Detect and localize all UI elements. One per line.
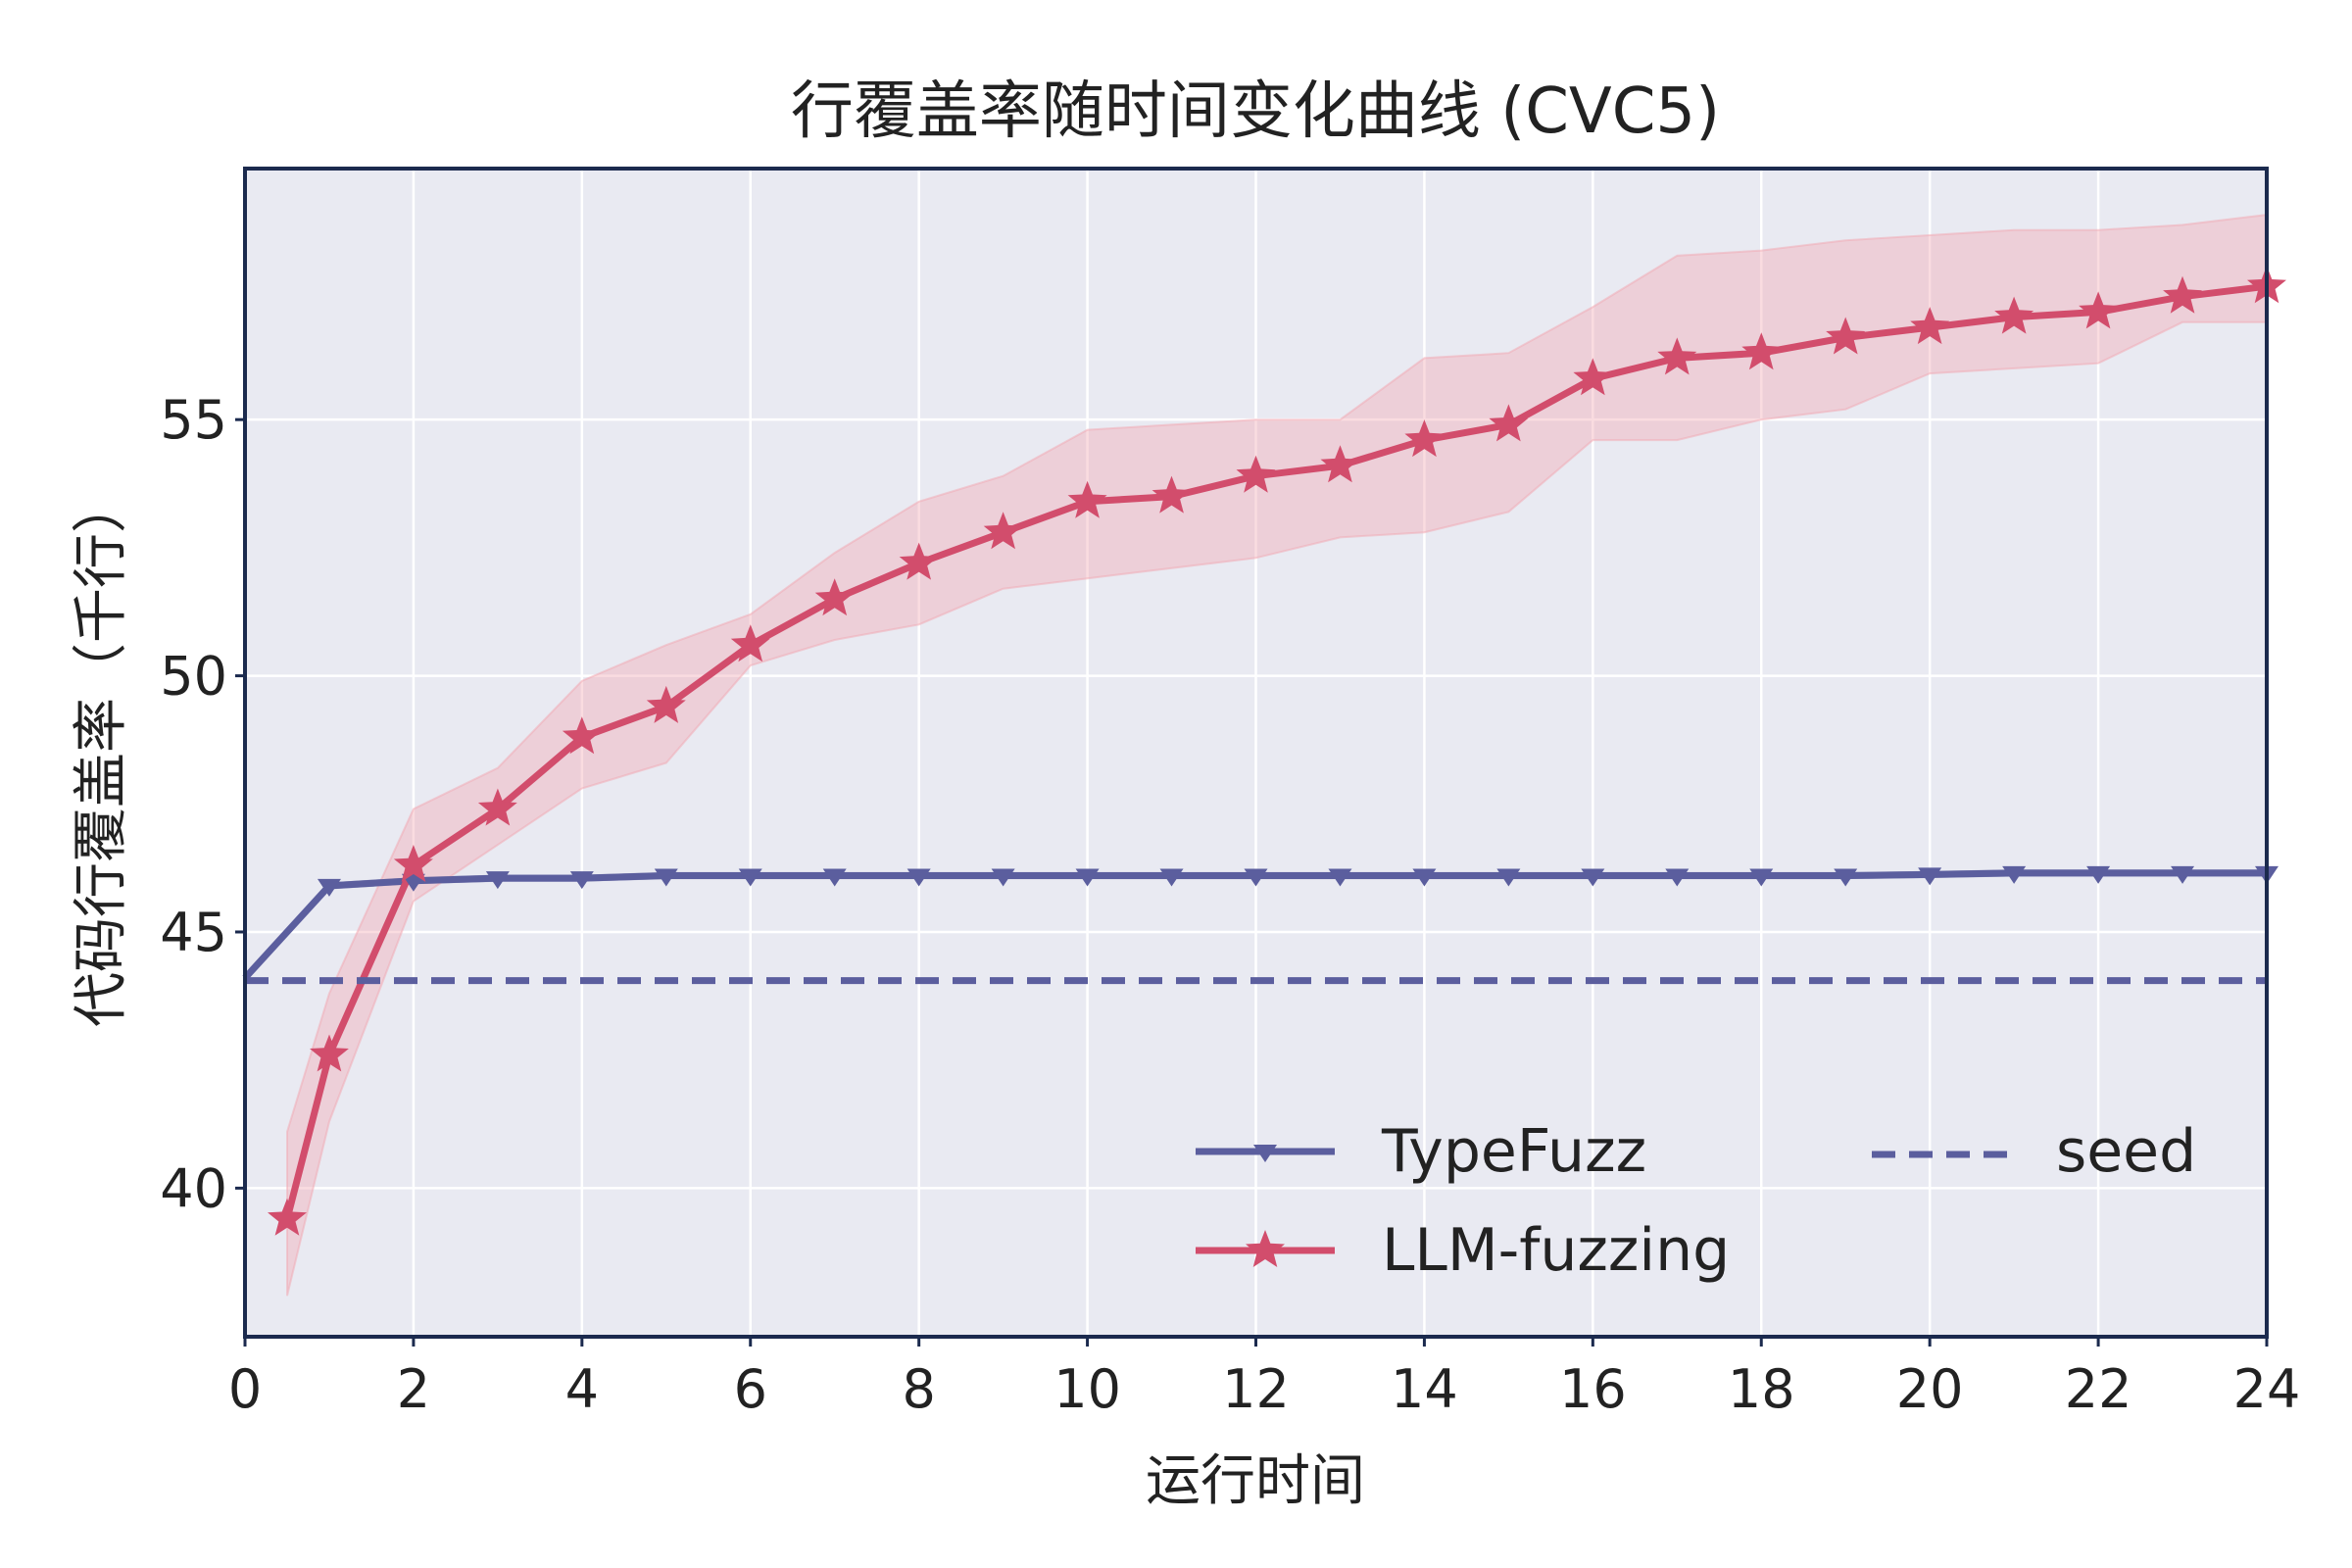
x-tick-label: 12: [1222, 1358, 1290, 1420]
legend: TypeFuzz LLM-fuzzing seed: [1196, 1117, 2196, 1285]
data-point-llm-fuzzing: [268, 1198, 307, 1236]
data-point-llm-fuzzing: [1994, 296, 2034, 334]
legend-triangle-marker: [1253, 1145, 1277, 1162]
data-point-llm-fuzzing: [730, 624, 770, 662]
data-point-llm-fuzzing: [1657, 337, 1697, 375]
data-point-typefuzz: [1075, 868, 1100, 887]
data-point-typefuzz: [906, 868, 931, 887]
data-point-typefuzz: [569, 871, 594, 890]
data-point-typefuzz: [2002, 865, 2027, 884]
data-point-llm-fuzzing: [1067, 480, 1107, 518]
legend-item-seed: seed: [1872, 1117, 2196, 1186]
x-tick-label: 20: [1896, 1358, 1964, 1420]
x-tick-label: 0: [228, 1358, 262, 1420]
legend-item-typefuzz: TypeFuzz: [1196, 1117, 1646, 1186]
data-point-llm-fuzzing: [983, 512, 1023, 550]
series: [242, 266, 2286, 1236]
data-point-llm-fuzzing: [1489, 404, 1529, 442]
y-tick-label: 55: [160, 389, 227, 451]
data-point-typefuzz: [1834, 868, 1858, 887]
data-point-typefuzz: [401, 873, 425, 892]
x-tick-label: 22: [2065, 1358, 2132, 1420]
data-point-llm-fuzzing: [393, 845, 433, 882]
data-point-llm-fuzzing: [1320, 445, 1360, 483]
data-point-typefuzz: [1665, 868, 1690, 887]
x-tick-label: 14: [1391, 1358, 1458, 1420]
legend-star-marker: [1246, 1230, 1285, 1267]
data-point-llm-fuzzing: [310, 1034, 349, 1072]
data-point-typefuzz: [654, 868, 678, 887]
data-point-typefuzz: [485, 871, 510, 890]
x-tick-label: 16: [1559, 1358, 1627, 1420]
data-point-llm-fuzzing: [1826, 317, 1866, 355]
data-point-llm-fuzzing: [899, 542, 939, 580]
x-tick-label: 10: [1054, 1358, 1121, 1420]
x-tick-label: 18: [1728, 1358, 1795, 1420]
data-point-llm-fuzzing: [1741, 332, 1782, 370]
data-point-typefuzz: [991, 868, 1015, 887]
data-point-llm-fuzzing: [646, 685, 686, 723]
data-point-llm-fuzzing: [1910, 307, 1950, 345]
data-point-llm-fuzzing: [2163, 275, 2202, 314]
y-tick-label: 45: [160, 902, 227, 963]
data-point-typefuzz: [1496, 868, 1521, 887]
x-tick-label: 6: [734, 1358, 767, 1420]
data-point-llm-fuzzing: [1404, 419, 1445, 458]
legend-item-llm-fuzzing: LLM-fuzzing: [1196, 1216, 1730, 1285]
data-point-llm-fuzzing: [1152, 475, 1192, 514]
data-point-llm-fuzzing: [562, 716, 602, 755]
x-tick-label: 8: [902, 1358, 935, 1420]
y-tick-label: 40: [160, 1157, 227, 1219]
data-point-typefuzz: [738, 868, 762, 887]
data-point-typefuzz: [1328, 868, 1352, 887]
data-point-llm-fuzzing: [814, 578, 855, 616]
data-point-llm-fuzzing: [1573, 358, 1613, 396]
data-point-typefuzz: [1749, 868, 1774, 887]
legend-label-llm-fuzzing: LLM-fuzzing: [1382, 1216, 1730, 1285]
y-axis-label: 代码行覆盖率（千行）: [70, 478, 133, 1027]
x-tick-label: 24: [2233, 1358, 2301, 1420]
x-axis-label: 运行时间: [1146, 1449, 1365, 1513]
data-point-typefuzz: [2086, 865, 2111, 884]
data-point-typefuzz: [2171, 865, 2195, 884]
data-point-typefuzz: [1412, 868, 1437, 887]
data-point-typefuzz: [1918, 867, 1942, 886]
data-point-llm-fuzzing: [1236, 455, 1276, 493]
data-point-typefuzz: [1244, 868, 1268, 887]
y-tick-label: 50: [160, 646, 227, 708]
data-point-llm-fuzzing: [2079, 291, 2119, 329]
chart-title: 行覆盖率随时间变化曲线 (CVC5): [791, 75, 1720, 148]
data-point-typefuzz: [317, 878, 341, 897]
data-point-typefuzz: [1159, 868, 1184, 887]
x-tick-label: 2: [397, 1358, 430, 1420]
legend-label-seed: seed: [2056, 1117, 2196, 1186]
data-point-typefuzz: [1581, 868, 1605, 887]
data-point-llm-fuzzing: [477, 788, 517, 826]
x-tick-label: 4: [565, 1358, 599, 1420]
data-point-typefuzz: [822, 868, 847, 887]
legend-label-typefuzz: TypeFuzz: [1381, 1117, 1646, 1186]
